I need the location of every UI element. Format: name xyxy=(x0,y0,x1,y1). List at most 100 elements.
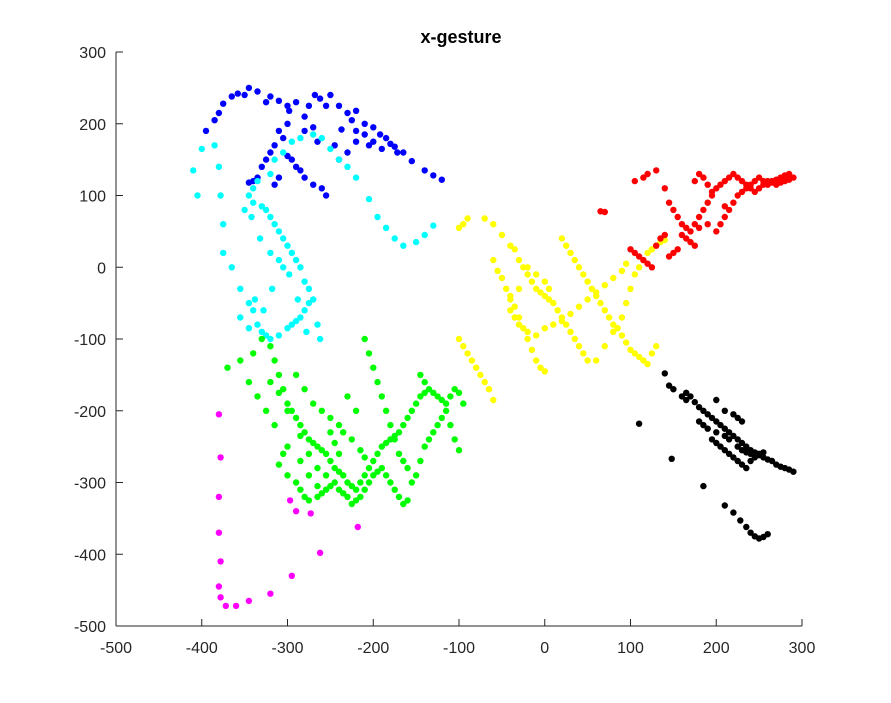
data-point xyxy=(567,249,574,257)
data-point xyxy=(438,176,445,183)
data-point xyxy=(721,425,728,432)
data-point xyxy=(292,371,300,379)
data-point xyxy=(292,256,300,264)
data-point xyxy=(563,242,570,249)
data-point xyxy=(316,549,324,556)
data-point xyxy=(340,472,347,479)
data-point xyxy=(286,497,294,504)
y-tick-label: -500 xyxy=(74,619,106,636)
data-point xyxy=(387,421,394,429)
data-point xyxy=(365,350,373,357)
data-point xyxy=(348,436,355,443)
data-point xyxy=(747,181,754,188)
data-point xyxy=(678,231,686,239)
data-point xyxy=(354,523,361,531)
data-point xyxy=(747,529,754,536)
data-point xyxy=(267,335,274,343)
data-point xyxy=(644,360,651,368)
data-point xyxy=(382,472,390,479)
data-point xyxy=(524,264,531,271)
data-point xyxy=(417,371,424,379)
data-point xyxy=(713,439,720,447)
chart-title: x-gesture xyxy=(420,27,501,47)
data-point xyxy=(258,163,265,170)
data-point xyxy=(455,224,463,231)
data-point xyxy=(254,88,261,95)
data-point xyxy=(490,221,497,228)
data-point xyxy=(215,583,223,590)
data-point xyxy=(515,321,523,328)
data-point xyxy=(507,242,514,249)
data-point xyxy=(352,174,360,181)
data-point xyxy=(284,443,291,450)
series-3 xyxy=(215,411,361,610)
data-point xyxy=(725,436,733,443)
data-point xyxy=(267,249,274,257)
data-point xyxy=(704,411,711,418)
data-point xyxy=(623,339,630,346)
data-point xyxy=(297,314,304,321)
data-point xyxy=(695,213,703,221)
data-point xyxy=(695,224,703,231)
data-point xyxy=(318,185,325,192)
data-point xyxy=(743,185,750,192)
data-point xyxy=(271,357,278,364)
data-point xyxy=(421,231,428,239)
data-point xyxy=(485,386,493,393)
data-point xyxy=(318,447,325,454)
x-tick-label: 200 xyxy=(703,640,730,657)
data-point xyxy=(284,325,291,332)
data-point xyxy=(331,142,338,149)
data-point xyxy=(575,264,583,271)
data-point xyxy=(747,457,754,465)
data-point xyxy=(743,464,750,472)
data-point xyxy=(494,267,501,274)
data-point xyxy=(545,296,553,303)
data-point xyxy=(215,493,223,501)
data-point xyxy=(387,140,394,147)
data-point xyxy=(430,172,437,179)
data-point xyxy=(417,393,424,400)
data-point xyxy=(400,500,407,508)
data-point xyxy=(670,206,677,214)
data-point xyxy=(657,235,664,242)
data-point xyxy=(618,314,626,321)
data-point xyxy=(567,328,574,335)
data-point xyxy=(361,131,368,138)
data-point xyxy=(721,407,728,414)
data-point xyxy=(400,149,407,156)
data-point xyxy=(344,393,351,400)
points-layer xyxy=(190,84,797,610)
data-point xyxy=(344,149,351,156)
data-point xyxy=(704,425,711,432)
data-point xyxy=(297,486,304,493)
data-point xyxy=(378,443,385,450)
data-point xyxy=(550,299,557,307)
data-point xyxy=(661,185,668,192)
data-point xyxy=(751,454,758,461)
data-point xyxy=(627,246,634,253)
data-point xyxy=(275,332,283,339)
data-point xyxy=(361,486,368,493)
data-point xyxy=(348,117,355,124)
data-point xyxy=(288,138,295,145)
data-point xyxy=(683,224,690,231)
data-point xyxy=(477,371,484,379)
data-point xyxy=(335,102,343,110)
data-point xyxy=(217,454,224,461)
data-point xyxy=(267,170,274,178)
series-1 xyxy=(190,131,437,343)
data-point xyxy=(305,102,313,110)
data-point xyxy=(464,350,471,357)
data-point xyxy=(250,350,257,357)
data-point xyxy=(275,256,283,264)
series-5 xyxy=(597,167,797,271)
data-point xyxy=(747,450,754,457)
data-point xyxy=(730,454,737,461)
data-point xyxy=(331,479,338,486)
data-point xyxy=(280,149,287,156)
data-point xyxy=(275,228,283,235)
y-tick-label: 100 xyxy=(79,189,106,206)
data-point xyxy=(258,203,265,210)
